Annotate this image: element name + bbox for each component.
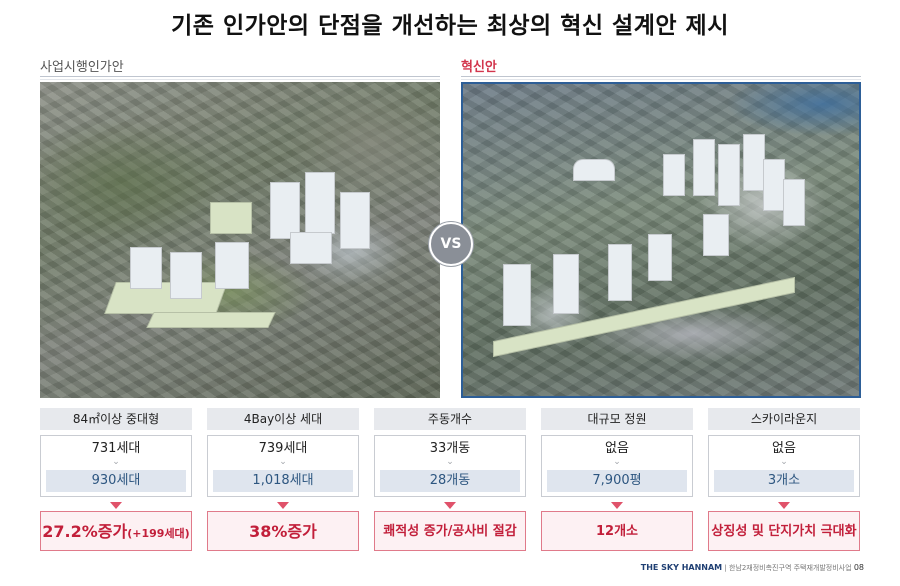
card-values: 33개동 ⌄ 28개동 xyxy=(374,435,526,497)
result-box: 상징성 및 단지가치 극대화 xyxy=(708,511,860,551)
result-main: 12개소 xyxy=(595,524,638,539)
result-box: 12개소 xyxy=(541,511,693,551)
triangle-down-icon xyxy=(778,502,790,509)
card-values: 739세대 ⌄ 1,018세대 xyxy=(207,435,359,497)
result-main: 27.2%증가 xyxy=(42,522,128,541)
card-values: 없음 ⌄ 7,900평 xyxy=(541,435,693,497)
before-value: 739세대 xyxy=(258,441,308,456)
page-number: 08 xyxy=(853,563,864,572)
left-section-label: 사업시행인가안 xyxy=(40,60,124,75)
result-main: 상징성 및 단지가치 극대화 xyxy=(711,524,857,539)
chevron-down-icon: ⌄ xyxy=(112,457,120,467)
card-header: 스카이라운지 xyxy=(708,408,860,430)
comparison-card-large-garden: 대규모 정원 없음 ⌄ 7,900평 12개소 xyxy=(541,408,693,551)
footer-text: 한남2재정비촉진구역 주택재개발정비사업 xyxy=(728,564,852,572)
result-box: 쾌적성 증가/공사비 절감 xyxy=(374,511,526,551)
after-value: 28개동 xyxy=(380,470,520,492)
before-value: 33개동 xyxy=(429,441,471,456)
chevron-down-icon: ⌄ xyxy=(613,457,621,467)
result-box: 27.2%증가(+199세대) xyxy=(40,511,192,551)
result-main: 38%증가 xyxy=(249,522,317,541)
after-value: 3개소 xyxy=(714,470,854,492)
triangle-down-icon xyxy=(611,502,623,509)
card-header: 4Bay이상 세대 xyxy=(207,408,359,430)
chevron-down-icon: ⌄ xyxy=(780,457,788,467)
vs-badge: VS xyxy=(429,222,473,266)
page-title: 기존 인가안의 단점을 개선하는 최상의 혁신 설계안 제시 xyxy=(171,13,729,39)
before-value: 없음 xyxy=(772,441,796,456)
left-divider-2 xyxy=(40,79,440,80)
chevron-down-icon: ⌄ xyxy=(446,457,454,467)
innovative-plan-aerial-image xyxy=(461,82,861,398)
after-value: 1,018세대 xyxy=(213,470,353,492)
after-value: 930세대 xyxy=(46,470,186,492)
triangle-down-icon xyxy=(110,502,122,509)
card-header: 84㎡이상 중대형 xyxy=(40,408,192,430)
triangle-down-icon xyxy=(277,502,289,509)
comparison-card-4bay-units: 4Bay이상 세대 739세대 ⌄ 1,018세대 38%증가 xyxy=(207,408,359,551)
before-value: 없음 xyxy=(605,441,629,456)
footer-brand: THE SKY HANNAM xyxy=(640,563,723,572)
approved-plan-aerial-image xyxy=(40,82,440,398)
result-box: 38%증가 xyxy=(207,511,359,551)
card-header: 대규모 정원 xyxy=(541,408,693,430)
result-main: 쾌적성 증가/공사비 절감 xyxy=(383,524,517,539)
card-values: 731세대 ⌄ 930세대 xyxy=(40,435,192,497)
card-values: 없음 ⌄ 3개소 xyxy=(708,435,860,497)
triangle-down-icon xyxy=(444,502,456,509)
chevron-down-icon: ⌄ xyxy=(279,457,287,467)
result-note: (+199세대) xyxy=(127,527,190,540)
after-value: 7,900평 xyxy=(547,470,687,492)
comparison-card-sky-lounge: 스카이라운지 없음 ⌄ 3개소 상징성 및 단지가치 극대화 xyxy=(708,408,860,551)
footer-separator: | xyxy=(724,564,729,572)
right-divider-2 xyxy=(461,79,861,80)
card-header: 주동개수 xyxy=(374,408,526,430)
before-value: 731세대 xyxy=(91,441,141,456)
right-section-label: 혁신안 xyxy=(461,60,497,75)
comparison-card-building-count: 주동개수 33개동 ⌄ 28개동 쾌적성 증가/공사비 절감 xyxy=(374,408,526,551)
footer: THE SKY HANNAM | 한남2재정비촉진구역 주택재개발정비사업 08 xyxy=(641,563,864,573)
left-divider xyxy=(40,76,440,77)
comparison-card-large-units: 84㎡이상 중대형 731세대 ⌄ 930세대 27.2%증가(+199세대) xyxy=(40,408,192,551)
right-divider xyxy=(461,76,861,77)
